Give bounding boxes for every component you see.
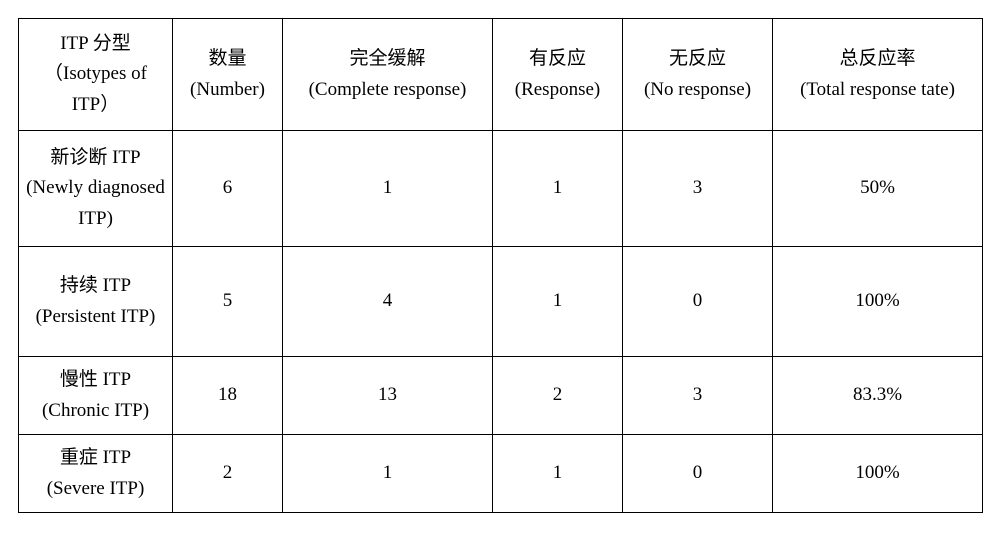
cell-cr: 1 — [283, 435, 493, 513]
cell-noresp: 3 — [623, 131, 773, 247]
cell-response: 1 — [493, 131, 623, 247]
row-label-en: (Persistent ITP) — [23, 302, 168, 332]
header-response-cn: 有反应 — [497, 44, 618, 74]
header-number-cn: 数量 — [177, 44, 278, 74]
header-isotype-en: （Isotypes of ITP） — [23, 59, 168, 120]
header-cr-en: (Complete response) — [287, 75, 488, 105]
cell-cr: 13 — [283, 357, 493, 435]
header-isotype-cn: ITP 分型 — [23, 29, 168, 59]
row-label: 持续 ITP (Persistent ITP) — [19, 247, 173, 357]
row-label: 新诊断 ITP (Newly diagnosed ITP) — [19, 131, 173, 247]
cell-response: 2 — [493, 357, 623, 435]
row-label-cn: 新诊断 ITP — [23, 143, 168, 173]
table-row: 持续 ITP (Persistent ITP) 5 4 1 0 100% — [19, 247, 983, 357]
itp-response-table: ITP 分型 （Isotypes of ITP） 数量 (Number) 完全缓… — [18, 18, 983, 513]
cell-number: 5 — [173, 247, 283, 357]
cell-total: 83.3% — [773, 357, 983, 435]
cell-number: 6 — [173, 131, 283, 247]
header-noresp: 无反应 (No response) — [623, 19, 773, 131]
row-label: 慢性 ITP (Chronic ITP) — [19, 357, 173, 435]
row-label: 重症 ITP (Severe ITP) — [19, 435, 173, 513]
header-total-en: (Total response tate) — [777, 75, 978, 105]
header-response-en: (Response) — [497, 75, 618, 105]
cell-total: 100% — [773, 247, 983, 357]
cell-number: 18 — [173, 357, 283, 435]
cell-number: 2 — [173, 435, 283, 513]
header-cr-cn: 完全缓解 — [287, 44, 488, 74]
cell-noresp: 0 — [623, 247, 773, 357]
header-noresp-cn: 无反应 — [627, 44, 768, 74]
header-number: 数量 (Number) — [173, 19, 283, 131]
row-label-en: (Chronic ITP) — [23, 396, 168, 426]
cell-total: 100% — [773, 435, 983, 513]
table-row: 慢性 ITP (Chronic ITP) 18 13 2 3 83.3% — [19, 357, 983, 435]
row-label-cn: 慢性 ITP — [23, 365, 168, 395]
cell-cr: 4 — [283, 247, 493, 357]
row-label-en: (Severe ITP) — [23, 474, 168, 504]
row-label-en: (Newly diagnosed ITP) — [23, 173, 168, 234]
header-noresp-en: (No response) — [627, 75, 768, 105]
header-response: 有反应 (Response) — [493, 19, 623, 131]
header-total: 总反应率 (Total response tate) — [773, 19, 983, 131]
header-isotype: ITP 分型 （Isotypes of ITP） — [19, 19, 173, 131]
cell-total: 50% — [773, 131, 983, 247]
cell-cr: 1 — [283, 131, 493, 247]
header-cr: 完全缓解 (Complete response) — [283, 19, 493, 131]
cell-response: 1 — [493, 247, 623, 357]
table-row: 新诊断 ITP (Newly diagnosed ITP) 6 1 1 3 50… — [19, 131, 983, 247]
table-header-row: ITP 分型 （Isotypes of ITP） 数量 (Number) 完全缓… — [19, 19, 983, 131]
cell-response: 1 — [493, 435, 623, 513]
cell-noresp: 0 — [623, 435, 773, 513]
cell-noresp: 3 — [623, 357, 773, 435]
row-label-cn: 持续 ITP — [23, 271, 168, 301]
table-row: 重症 ITP (Severe ITP) 2 1 1 0 100% — [19, 435, 983, 513]
row-label-cn: 重症 ITP — [23, 443, 168, 473]
header-total-cn: 总反应率 — [777, 44, 978, 74]
header-number-en: (Number) — [177, 75, 278, 105]
